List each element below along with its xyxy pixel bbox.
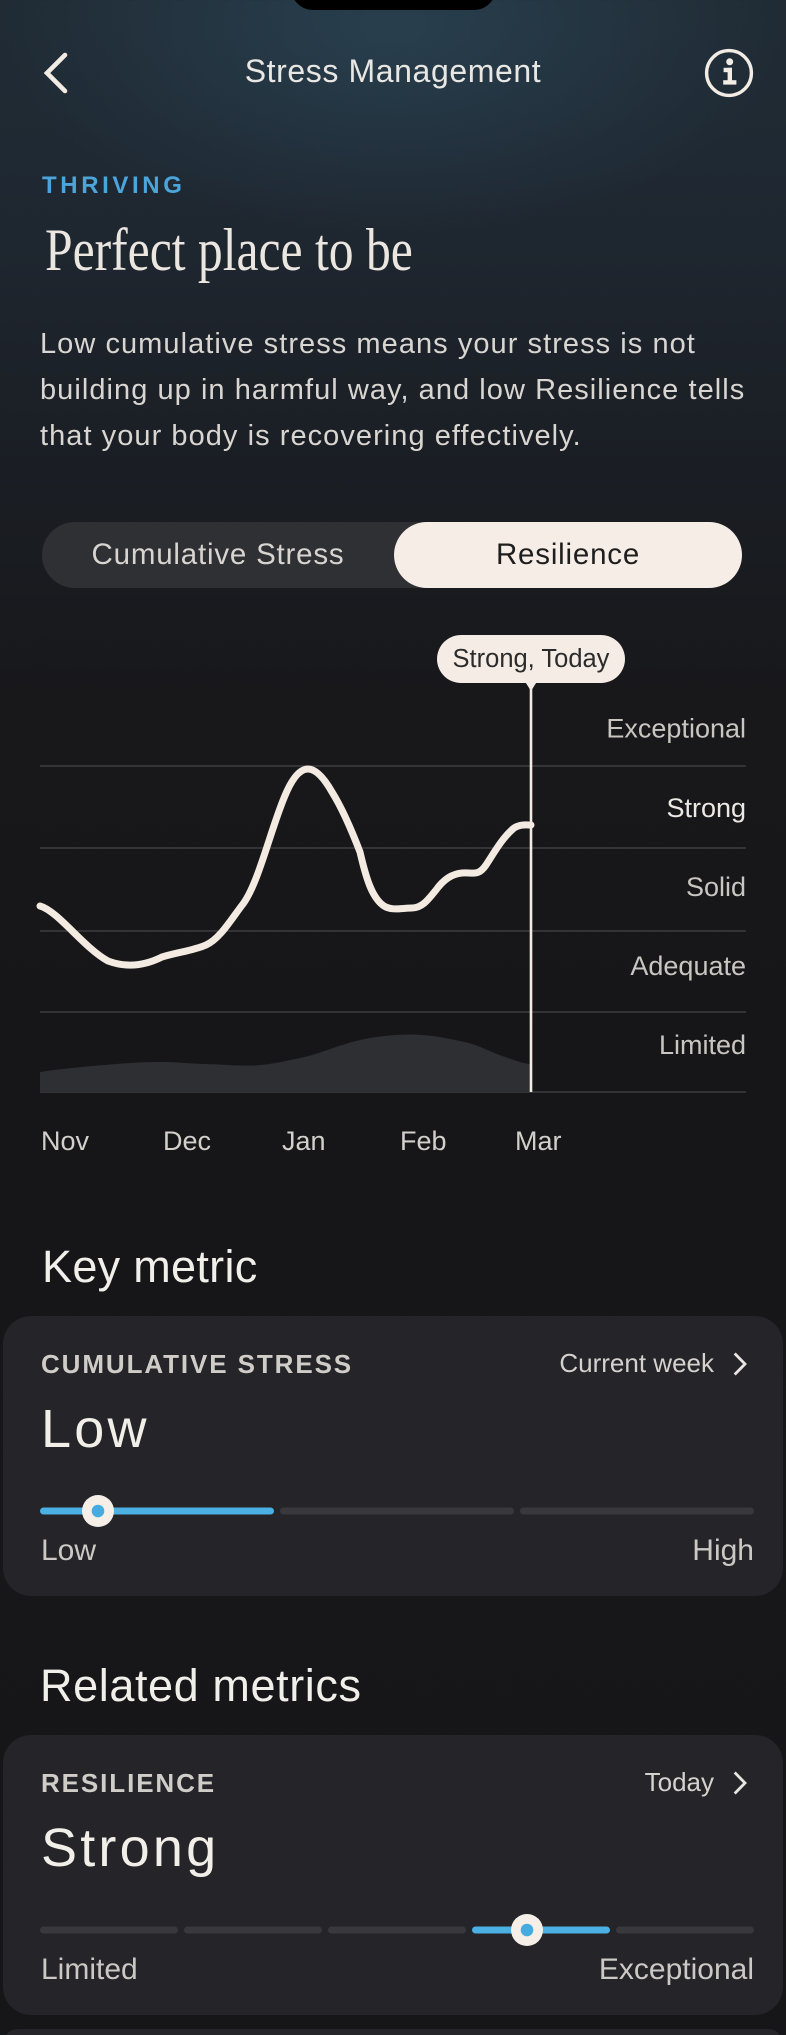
svg-text:Limited: Limited: [659, 1030, 746, 1060]
svg-text:Dec: Dec: [163, 1126, 211, 1156]
svg-text:Solid: Solid: [686, 872, 746, 902]
svg-text:Strong: Strong: [666, 793, 746, 823]
svg-text:Feb: Feb: [400, 1126, 447, 1156]
svg-text:Nov: Nov: [41, 1126, 90, 1156]
svg-text:Exceptional: Exceptional: [606, 714, 746, 744]
svg-text:Mar: Mar: [515, 1126, 562, 1156]
svg-text:Strong, Today: Strong, Today: [453, 645, 610, 673]
svg-text:Adequate: Adequate: [630, 951, 746, 981]
svg-text:Jan: Jan: [282, 1126, 326, 1156]
